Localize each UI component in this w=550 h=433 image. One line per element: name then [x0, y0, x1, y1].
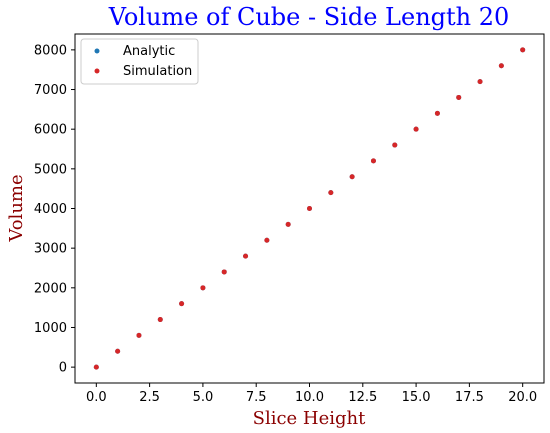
y-axis-label: Volume: [6, 174, 27, 242]
data-point-simulation: [498, 63, 504, 69]
data-points: [93, 47, 526, 370]
x-axis-ticks: 0.0 2.5 5.0 7.5 10.0 12.5 15.0 17.5 20.0: [86, 383, 537, 405]
x-tick-label: 15.0: [402, 390, 431, 405]
y-tick-label: 1000: [34, 321, 67, 336]
legend-label-simulation: Simulation: [123, 64, 192, 79]
data-point-simulation: [243, 253, 249, 259]
y-tick-label: 2000: [34, 281, 67, 296]
data-point-simulation: [264, 237, 270, 243]
legend-label-analytic: Analytic: [123, 44, 175, 59]
data-point-simulation: [221, 269, 227, 275]
y-tick-label: 0: [59, 361, 67, 376]
data-point-simulation: [370, 158, 376, 164]
data-point-simulation: [307, 206, 312, 211]
legend-marker-analytic: [94, 48, 100, 54]
data-point-simulation: [392, 142, 398, 148]
x-axis-label: Slice Height: [253, 408, 367, 429]
data-point-simulation: [328, 190, 334, 196]
data-point-simulation: [456, 94, 462, 100]
data-point-simulation: [434, 110, 440, 116]
data-point-simulation: [413, 126, 419, 132]
x-tick-label: 2.5: [139, 390, 160, 405]
x-tick-label: 0.0: [86, 390, 107, 405]
data-point-simulation: [200, 285, 206, 291]
y-tick-label: 5000: [34, 162, 67, 177]
x-tick-label: 7.5: [246, 390, 267, 405]
legend-box: [80, 38, 199, 85]
x-tick-label: 20.0: [508, 390, 537, 405]
legend-marker-simulation: [94, 68, 100, 74]
data-point-simulation: [179, 301, 185, 307]
data-point-simulation: [477, 79, 483, 85]
data-point-simulation: [136, 332, 142, 338]
x-tick-label: 12.5: [348, 390, 377, 405]
data-point-simulation: [349, 174, 355, 180]
y-tick-label: 7000: [34, 83, 67, 98]
chart-title: Volume of Cube - Side Length 20: [108, 3, 510, 31]
data-point-simulation: [157, 317, 163, 323]
x-tick-label: 5.0: [193, 390, 214, 405]
y-tick-label: 6000: [34, 123, 67, 138]
data-point-simulation: [93, 364, 99, 370]
data-point-simulation: [285, 221, 291, 227]
x-tick-label: 17.5: [455, 390, 484, 405]
x-tick-label: 10.0: [295, 390, 324, 405]
y-tick-label: 4000: [34, 202, 67, 217]
y-tick-label: 8000: [34, 43, 67, 58]
data-point-simulation: [520, 47, 526, 53]
y-axis-ticks: 0 1000 2000 3000 4000 5000 6000 7000 8000: [34, 43, 75, 376]
y-tick-label: 3000: [34, 242, 67, 257]
data-point-simulation: [115, 348, 121, 354]
legend: Analytic Simulation: [80, 38, 199, 85]
